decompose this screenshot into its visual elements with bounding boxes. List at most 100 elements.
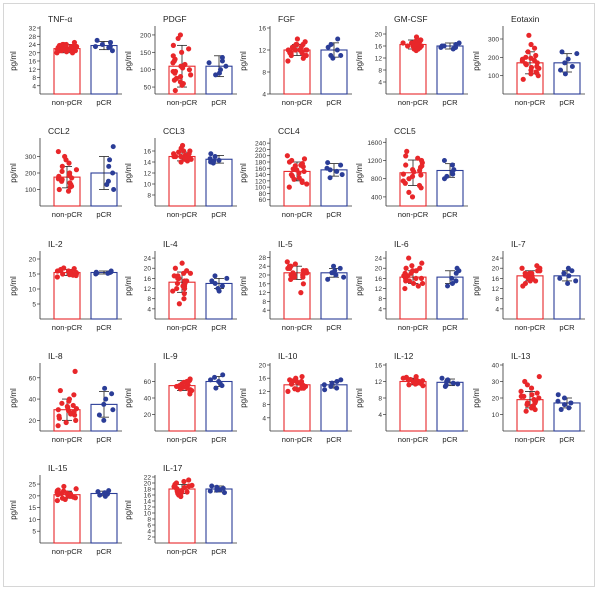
data-point: [212, 154, 218, 159]
y-tick-label: 14: [144, 499, 152, 506]
data-point: [72, 270, 79, 276]
data-point: [455, 381, 461, 387]
y-tick-label: 16: [492, 276, 500, 283]
data-point: [69, 410, 76, 416]
panel-title: GM-CSF: [394, 14, 428, 24]
data-point: [410, 280, 417, 287]
data-point: [72, 368, 78, 374]
data-point: [55, 176, 61, 182]
data-point: [329, 380, 335, 386]
data-point: [444, 173, 450, 179]
x-tick-label: non-pCR: [398, 210, 429, 219]
data-point: [535, 268, 541, 274]
data-point: [419, 260, 425, 266]
data-point: [413, 275, 419, 281]
data-point: [530, 403, 536, 409]
x-tick-label: non-pCR: [515, 323, 546, 332]
data-point: [405, 377, 411, 383]
data-point: [565, 265, 571, 271]
data-point: [569, 64, 575, 69]
y-tick-label: 100: [255, 185, 266, 192]
data-point: [288, 50, 294, 56]
data-point: [184, 278, 190, 284]
data-point: [413, 376, 419, 382]
data-point: [303, 52, 309, 59]
data-point: [293, 41, 299, 48]
data-point: [54, 488, 60, 494]
data-point: [105, 178, 111, 184]
data-point: [71, 266, 77, 272]
data-point: [186, 151, 192, 157]
data-point: [181, 379, 187, 385]
data-point: [173, 75, 180, 81]
data-point: [174, 280, 181, 287]
data-point: [213, 72, 219, 78]
y-tick-label: 120: [255, 178, 266, 185]
data-point: [181, 478, 187, 485]
data-point: [561, 270, 567, 276]
y-tick-label: 10: [144, 182, 152, 189]
data-point: [522, 280, 529, 287]
y-tick-label: 2: [147, 535, 151, 542]
panel-title: IL-5: [278, 239, 293, 249]
data-point: [333, 272, 339, 278]
data-point: [110, 144, 116, 150]
panel: IL-10 pg/ml 4 8 12 16 20 non-pCR pCR: [239, 351, 352, 444]
y-tick-label: 200: [488, 55, 499, 62]
data-point: [221, 490, 227, 496]
x-tick-label: non-pCR: [282, 323, 313, 332]
y-tick-label: 20: [144, 412, 152, 419]
data-point: [285, 58, 291, 64]
panel-title: CCL5: [394, 126, 416, 136]
data-point: [574, 51, 580, 57]
data-point: [536, 373, 542, 380]
x-tick-label: non-pCR: [167, 210, 198, 219]
data-point: [179, 142, 186, 149]
data-point: [206, 60, 212, 66]
data-point: [400, 40, 406, 46]
data-point: [290, 378, 296, 384]
data-point: [180, 283, 186, 289]
data-point: [334, 379, 340, 384]
panel: CCL3 pg/ml 8 10 12 14 16 non-pCR pCR: [124, 126, 237, 219]
data-point: [172, 68, 179, 75]
y-tick-label: 28: [29, 34, 37, 41]
data-point: [181, 291, 187, 297]
data-point: [73, 406, 80, 412]
data-point: [338, 53, 344, 58]
y-tick-label: 20: [29, 493, 37, 500]
data-point: [569, 268, 575, 274]
y-tick-label: 20: [144, 481, 152, 488]
data-point: [96, 412, 102, 418]
data-point: [528, 71, 534, 77]
data-point: [528, 64, 535, 71]
data-point: [176, 149, 182, 155]
data-point: [403, 278, 409, 284]
x-tick-label: non-pCR: [515, 98, 546, 107]
data-point: [170, 288, 176, 294]
y-tick-label: 12: [375, 56, 383, 63]
data-point: [178, 153, 184, 160]
data-point: [566, 405, 572, 411]
data-point: [73, 43, 80, 50]
data-point: [337, 265, 343, 271]
data-point: [102, 385, 108, 391]
data-point: [66, 160, 72, 166]
x-tick-label: pCR: [559, 98, 575, 107]
y-tick-label: 180: [255, 160, 266, 167]
panel-title: IL-9: [163, 351, 178, 361]
data-point: [182, 155, 188, 161]
panel: IL-8 pg/ml 20 40 60 non-pCR pCR: [9, 351, 122, 444]
data-point: [285, 388, 291, 394]
data-point: [59, 400, 65, 406]
data-point: [522, 270, 528, 276]
y-tick-label: 20: [259, 363, 267, 370]
data-point: [565, 56, 571, 62]
y-tick-label: 16: [375, 363, 383, 370]
x-tick-label: non-pCR: [398, 323, 429, 332]
data-point: [339, 172, 345, 178]
y-tick-label: 800: [371, 176, 382, 183]
data-point: [92, 44, 98, 50]
data-point: [67, 180, 73, 186]
data-point: [55, 407, 61, 413]
